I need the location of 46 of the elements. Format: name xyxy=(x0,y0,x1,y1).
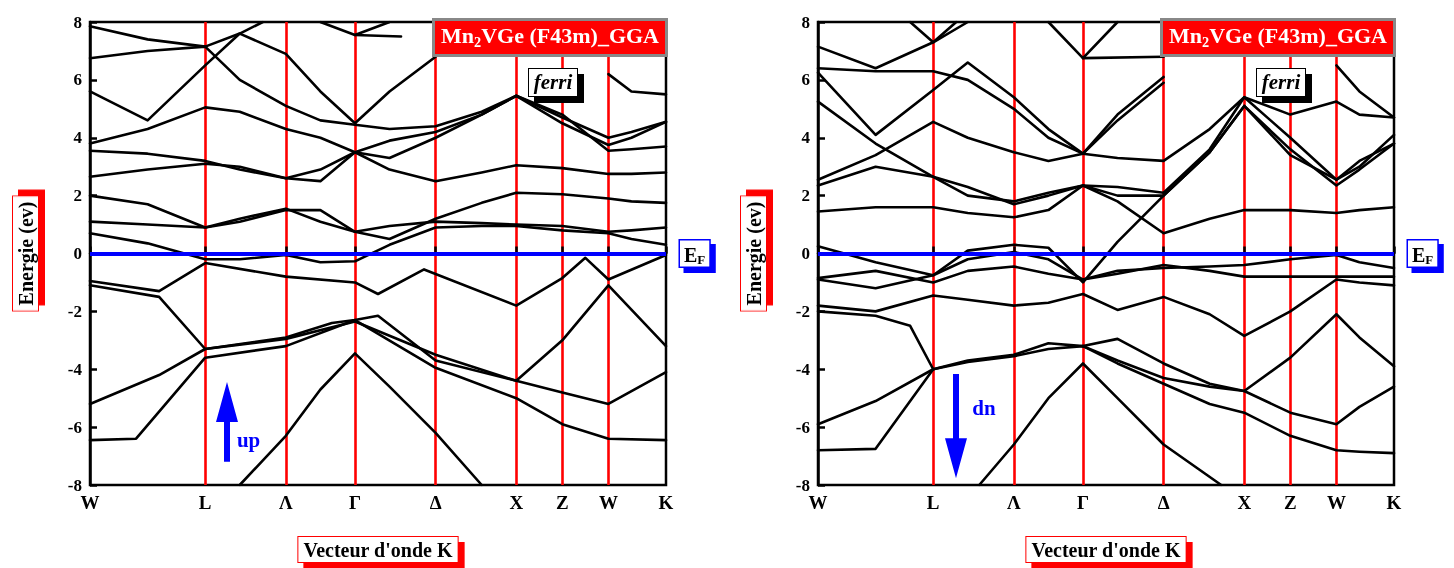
x-axis-title: Vecteur d'onde K xyxy=(1031,539,1181,561)
y-tick-label: 4 xyxy=(801,128,811,148)
x-tick-label: X xyxy=(1237,492,1252,513)
y-tick-label: -4 xyxy=(795,359,811,379)
x-tick-label: W xyxy=(598,492,618,513)
x-tick-label: K xyxy=(658,492,674,513)
y-tick-label: -2 xyxy=(67,301,82,321)
x-tick-label: W xyxy=(808,492,828,513)
y-axis-title: Energie (ev) xyxy=(743,201,766,306)
x-tick-label: Z xyxy=(555,492,569,513)
annotation: Mn$_{2}$VGe (F43m)_GGA xyxy=(432,18,668,57)
y-tick-label: 6 xyxy=(801,70,810,90)
x-tick-label: X xyxy=(509,492,524,513)
x-tick-label: W xyxy=(1326,492,1346,513)
y-axis-title: Energie (ev) xyxy=(15,201,38,306)
annotation: Mn$_{2}$VGe (F43m)_GGA xyxy=(1160,18,1396,57)
y-tick-label: -6 xyxy=(67,417,82,437)
x-tick-label: Δ xyxy=(429,492,442,513)
x-tick-label: Z xyxy=(1283,492,1297,513)
y-tick-label: 0 xyxy=(801,244,810,263)
y-tick-label: -2 xyxy=(795,301,810,321)
x-tick-label: Δ xyxy=(1157,492,1170,513)
annotation: dn xyxy=(972,396,996,421)
y-tick-label: 8 xyxy=(73,12,82,32)
y-tick-label: 6 xyxy=(73,70,82,90)
annotation: ferri xyxy=(527,68,579,98)
y-tick-label: 8 xyxy=(801,12,810,32)
x-tick-label: Γ xyxy=(348,492,362,513)
x-tick-label: L xyxy=(926,492,940,513)
y-tick-label: -4 xyxy=(67,359,83,379)
x-tick-label: Λ xyxy=(1007,492,1022,513)
x-tick-label: Λ xyxy=(279,492,294,513)
y-tick-label: 2 xyxy=(73,186,82,206)
x-tick-label: K xyxy=(1386,492,1402,513)
x-tick-label: Γ xyxy=(1076,492,1090,513)
y-tick-label: -8 xyxy=(67,475,82,495)
y-tick-label: 0 xyxy=(73,244,82,263)
annotation: ferri xyxy=(1255,68,1307,98)
annotation: up xyxy=(236,428,261,453)
x-tick-label: W xyxy=(80,492,100,513)
y-tick-label: 4 xyxy=(73,128,83,148)
y-tick-label: 2 xyxy=(801,186,810,206)
y-tick-label: -8 xyxy=(795,475,810,495)
x-tick-label: L xyxy=(198,492,212,513)
x-axis-title: Vecteur d'onde K xyxy=(303,539,453,561)
y-tick-label: -6 xyxy=(795,417,810,437)
